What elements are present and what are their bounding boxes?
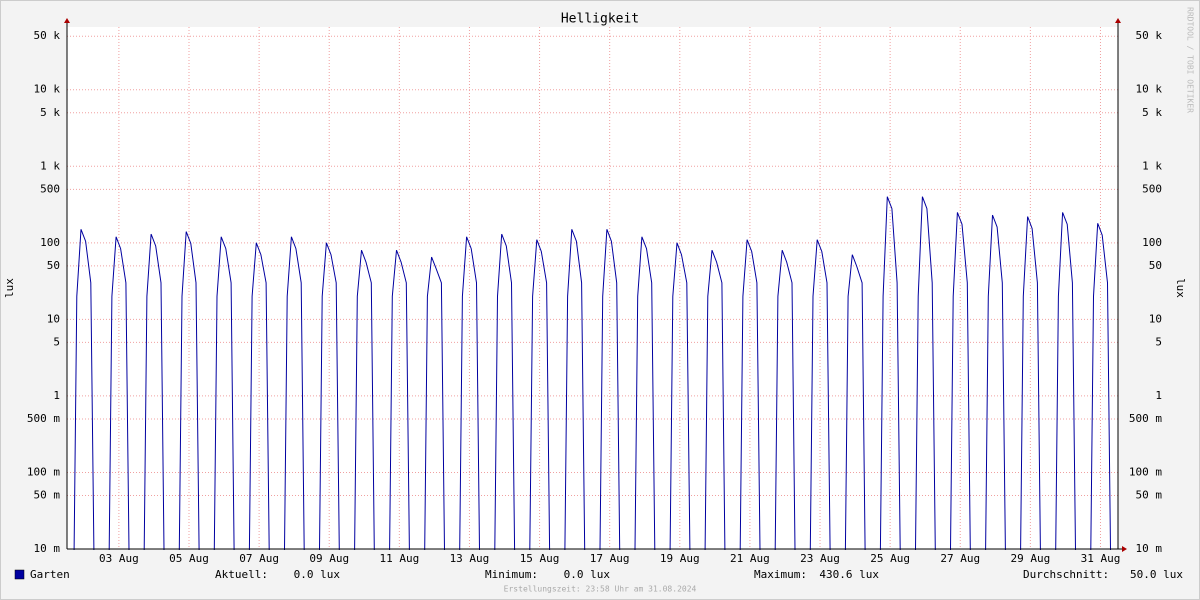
y-tick-label: 50 m: [34, 488, 61, 501]
stat-label: Aktuell:: [215, 568, 268, 581]
axis-arrow: [64, 18, 70, 23]
y-tick-label: 100: [40, 236, 60, 249]
watermark: RRDTOOL / TOBI OETIKER: [1186, 7, 1195, 113]
x-tick-label: 07 Aug: [239, 552, 279, 565]
footer: Erstellungszeit: 23:58 Uhr am 31.08.2024: [504, 585, 697, 594]
chart-title: Helligkeit: [561, 12, 639, 27]
x-tick-label: 23 Aug: [800, 552, 840, 565]
x-tick-label: 09 Aug: [309, 552, 349, 565]
stat-value: 430.6 lux: [819, 568, 879, 581]
y-tick-label-right: 100 m: [1129, 465, 1162, 478]
y-tick-label: 1: [53, 389, 60, 402]
y-tick-label: 5 k: [40, 106, 60, 119]
stat-label: Durchschnitt:: [1023, 568, 1109, 581]
y-tick-label: 500: [40, 182, 60, 195]
x-tick-label: 31 Aug: [1081, 552, 1121, 565]
stat-label: Minimum:: [485, 568, 538, 581]
x-tick-label: 29 Aug: [1010, 552, 1050, 565]
stat-label: Maximum:: [754, 568, 807, 581]
x-tick-label: 03 Aug: [99, 552, 139, 565]
y-tick-label-right: 500 m: [1129, 412, 1162, 425]
x-tick-label: 27 Aug: [940, 552, 980, 565]
y-tick-label-right: 10 m: [1136, 542, 1163, 555]
x-tick-label: 15 Aug: [520, 552, 560, 565]
x-tick-label: 05 Aug: [169, 552, 209, 565]
x-tick-label: 11 Aug: [379, 552, 419, 565]
x-tick-label: 17 Aug: [590, 552, 630, 565]
y-tick-label-right: 100: [1142, 236, 1162, 249]
y-tick-label: 50 k: [34, 29, 61, 42]
y-tick-label: 10 k: [34, 83, 61, 96]
y-tick-label: 1 k: [40, 159, 60, 172]
y-tick-label-right: 10: [1149, 312, 1162, 325]
y-tick-label: 500 m: [27, 412, 60, 425]
y-tick-label: 5: [53, 335, 60, 348]
y-axis-label-right: lux: [1174, 278, 1187, 298]
y-tick-label-right: 500: [1142, 182, 1162, 195]
y-axis-label: lux: [3, 278, 16, 298]
x-tick-label: 21 Aug: [730, 552, 770, 565]
stat-value: 0.0 lux: [564, 568, 611, 581]
y-tick-label: 10 m: [34, 542, 61, 555]
y-tick-label-right: 10 k: [1136, 83, 1163, 96]
x-tick-label: 13 Aug: [450, 552, 490, 565]
axis-arrow: [1115, 18, 1121, 23]
stat-value: 50.0 lux: [1130, 568, 1183, 581]
y-tick-label-right: 1 k: [1142, 159, 1162, 172]
stat-value: 0.0 lux: [294, 568, 341, 581]
axis-arrow: [1122, 546, 1127, 552]
y-tick-label-right: 50 m: [1136, 488, 1163, 501]
y-tick-label-right: 5 k: [1142, 106, 1162, 119]
y-tick-label-right: 5: [1155, 335, 1162, 348]
y-tick-label-right: 50 k: [1136, 29, 1163, 42]
plot-area: [67, 27, 1118, 549]
legend-label: Garten: [30, 568, 70, 581]
y-tick-label: 100 m: [27, 465, 60, 478]
y-tick-label: 50: [47, 259, 60, 272]
legend-swatch: [14, 569, 25, 580]
y-tick-label-right: 1: [1155, 389, 1162, 402]
y-tick-label: 10: [47, 312, 60, 325]
x-tick-label: 25 Aug: [870, 552, 910, 565]
y-tick-label-right: 50: [1149, 259, 1162, 272]
x-tick-label: 19 Aug: [660, 552, 700, 565]
